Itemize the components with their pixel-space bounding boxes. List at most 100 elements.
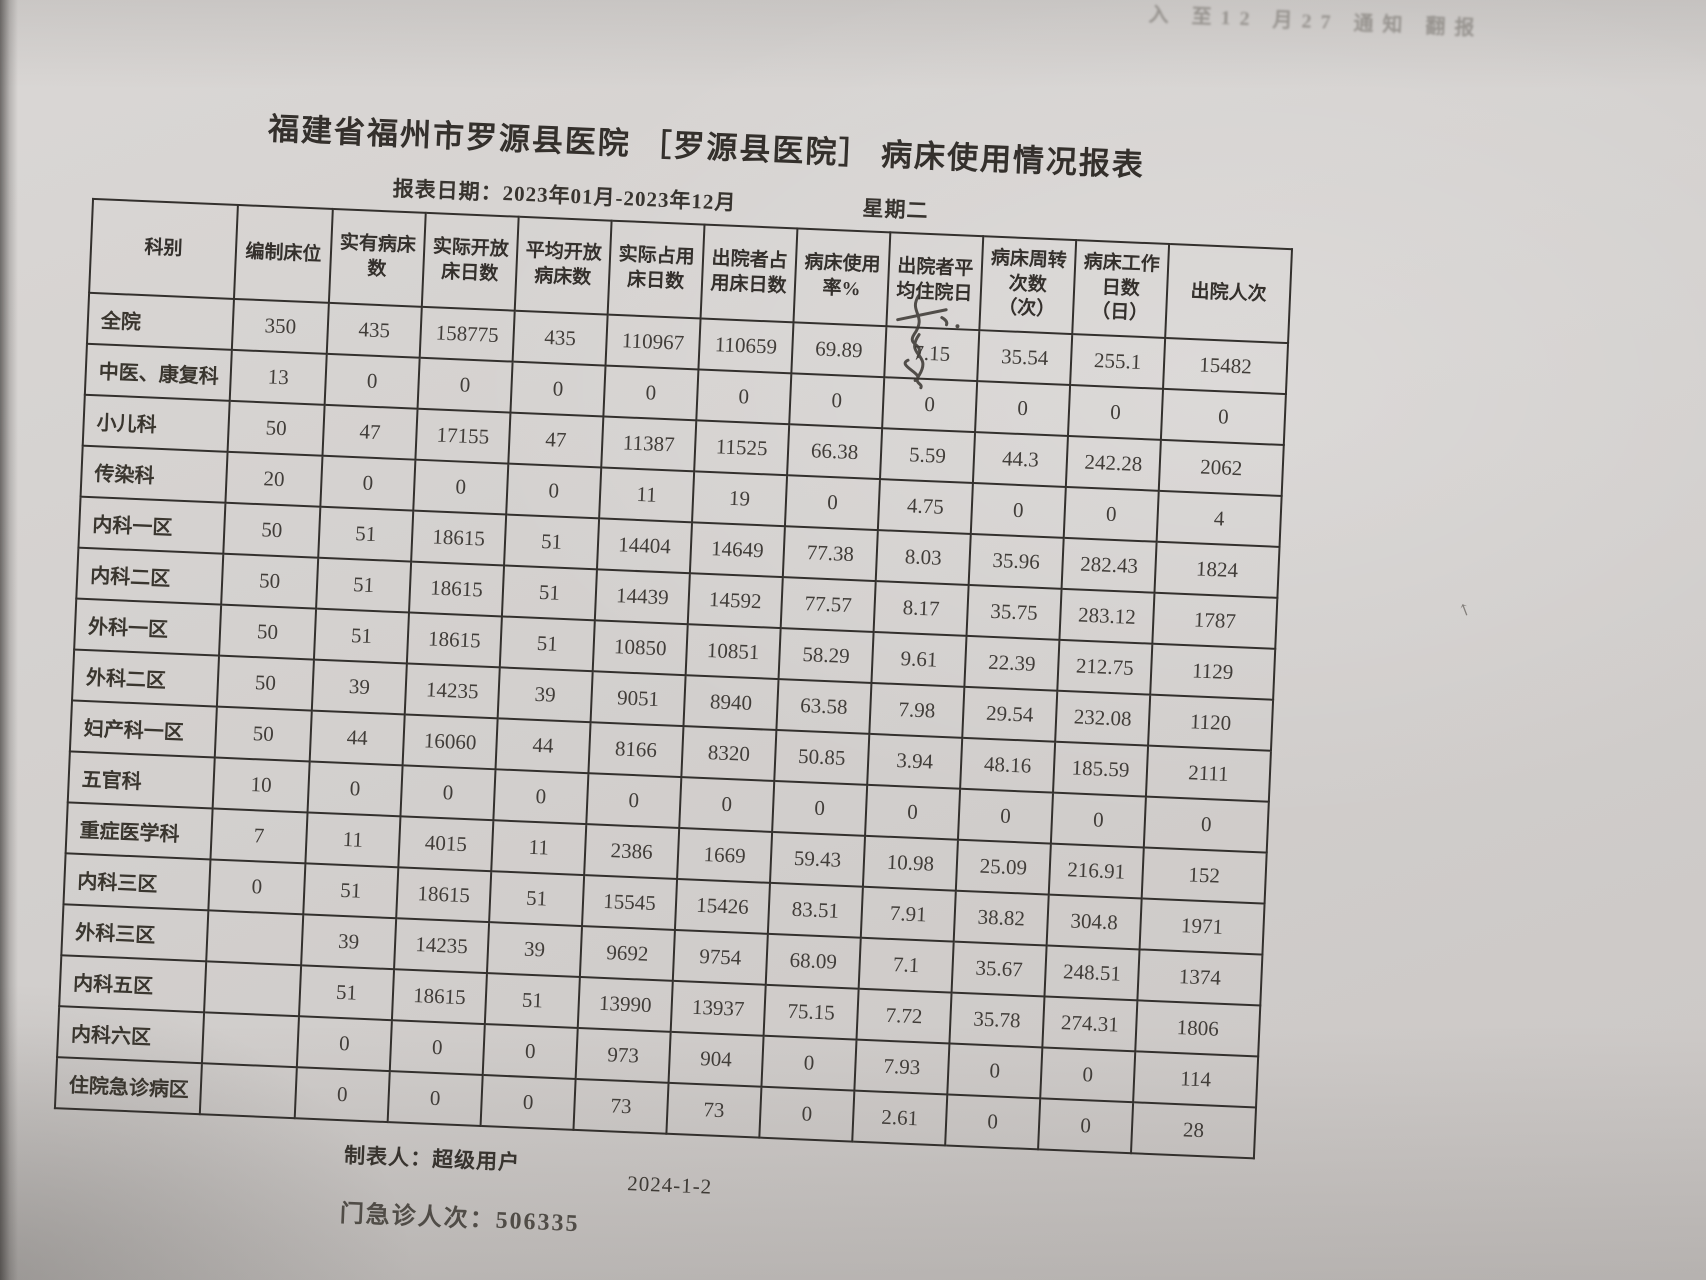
- value-cell: 1120: [1148, 694, 1274, 751]
- value-cell: 47: [322, 404, 418, 460]
- value-cell: 304.8: [1046, 894, 1142, 950]
- value-cell: 73: [666, 1082, 762, 1138]
- value-cell: 13: [229, 349, 327, 405]
- value-cell: 51: [298, 965, 395, 1021]
- value-cell: 15545: [582, 875, 678, 930]
- value-cell: 0: [603, 365, 699, 421]
- value-cell: 0: [506, 463, 602, 519]
- value-cell: 9051: [590, 671, 686, 727]
- department-cell: 传染科: [80, 445, 228, 503]
- value-cell: 1374: [1137, 949, 1263, 1006]
- department-cell: 外科一区: [74, 598, 222, 656]
- value-cell: 1129: [1150, 643, 1276, 700]
- value-cell: 48.16: [960, 737, 1056, 793]
- column-header: 病床周转次数（次）: [979, 236, 1077, 335]
- value-cell: 1787: [1152, 592, 1278, 649]
- report-period: 报表日期：2023年01月-2023年12月: [392, 176, 737, 215]
- value-cell: 282.43: [1061, 537, 1157, 593]
- column-header: 编制床位: [233, 204, 333, 303]
- value-cell: 18615: [409, 561, 505, 617]
- value-cell: 0: [208, 859, 306, 915]
- value-cell: 63.58: [776, 679, 872, 734]
- value-cell: 44.3: [972, 432, 1068, 487]
- value-cell: 0: [759, 1086, 855, 1142]
- value-cell: 39: [486, 922, 583, 977]
- value-cell: 0: [1143, 796, 1269, 853]
- value-cell: 18615: [391, 969, 487, 1025]
- value-cell: 44: [309, 710, 405, 766]
- column-header: 实际开放床日数: [421, 212, 519, 311]
- value-cell: 8940: [683, 675, 779, 730]
- value-cell: 0: [294, 1067, 390, 1123]
- value-cell: 9.61: [871, 631, 967, 687]
- value-cell: 9692: [579, 926, 675, 981]
- value-cell: 10851: [685, 624, 781, 680]
- value-cell: 0: [296, 1016, 392, 1072]
- value-cell: 435: [512, 310, 608, 366]
- value-cell: 59.43: [769, 831, 866, 887]
- value-cell: 158775: [419, 306, 515, 362]
- column-header: 实际占用床日数: [607, 220, 705, 319]
- value-cell: 0: [324, 353, 420, 409]
- value-cell: 7.98: [869, 682, 965, 738]
- photo-corner-shadow: [0, 980, 420, 1280]
- department-cell: 内科六区: [57, 1006, 205, 1064]
- value-cell: 0: [320, 455, 416, 511]
- value-cell: 0: [413, 459, 509, 515]
- value-cell: 14235: [394, 918, 490, 974]
- value-cell: 10850: [592, 620, 688, 676]
- value-cell: 51: [504, 514, 600, 570]
- value-cell: 3.94: [867, 733, 963, 789]
- value-cell: 0: [1038, 1098, 1134, 1154]
- report-weekday: 星期二: [862, 196, 930, 223]
- value-cell: 0: [957, 788, 1054, 844]
- value-cell: 0: [772, 780, 868, 836]
- preparer-label: 制表人：超级用户: [343, 1143, 521, 1175]
- column-header: 病床使用率%: [793, 228, 891, 327]
- value-cell: 350: [231, 298, 329, 354]
- value-cell: 0: [1063, 486, 1159, 542]
- department-cell: 外科三区: [61, 904, 209, 962]
- value-cell: 50: [227, 400, 325, 456]
- value-cell: 0: [696, 369, 792, 425]
- value-cell: 8166: [588, 722, 684, 778]
- column-header: 科别: [89, 198, 238, 299]
- value-cell: 50: [219, 604, 317, 660]
- column-header: 平均开放病床数: [514, 216, 612, 315]
- value-cell: 232.08: [1055, 690, 1151, 746]
- value-cell: 0: [389, 1020, 485, 1076]
- value-cell: 0: [1050, 792, 1146, 848]
- value-cell: 68.09: [765, 933, 861, 989]
- value-cell: 18615: [396, 867, 492, 923]
- value-cell: 14439: [594, 569, 690, 625]
- value-cell: 110659: [698, 318, 794, 374]
- value-cell: 0: [400, 765, 496, 821]
- value-cell: 73: [573, 1078, 669, 1134]
- value-cell: 18615: [411, 510, 507, 566]
- value-cell: 1806: [1135, 1000, 1261, 1057]
- value-cell: 152: [1141, 847, 1267, 904]
- value-cell: 0: [1067, 384, 1164, 440]
- value-cell: 28: [1130, 1102, 1257, 1159]
- value-cell: 4.75: [877, 479, 973, 534]
- value-cell: 44: [495, 718, 591, 774]
- value-cell: 0: [975, 381, 1071, 436]
- value-cell: 14235: [404, 663, 500, 719]
- value-cell: 51: [316, 557, 412, 613]
- value-cell: 20: [225, 451, 323, 507]
- value-cell: 0: [1040, 1047, 1136, 1103]
- value-cell: 274.31: [1042, 996, 1138, 1052]
- value-cell: 14649: [689, 522, 785, 578]
- value-cell: 11: [305, 812, 401, 868]
- value-cell: 0: [510, 361, 606, 417]
- value-cell: 11: [599, 467, 695, 523]
- value-cell: [206, 910, 304, 966]
- department-cell: 住院急诊病区: [54, 1057, 202, 1115]
- value-cell: 51: [318, 506, 414, 562]
- value-cell: 11525: [694, 420, 790, 476]
- value-cell: 1971: [1139, 898, 1265, 955]
- value-cell: 39: [301, 914, 397, 970]
- value-cell: 15482: [1163, 337, 1289, 395]
- department-cell: 全院: [86, 292, 234, 350]
- value-cell: 22.39: [964, 635, 1060, 691]
